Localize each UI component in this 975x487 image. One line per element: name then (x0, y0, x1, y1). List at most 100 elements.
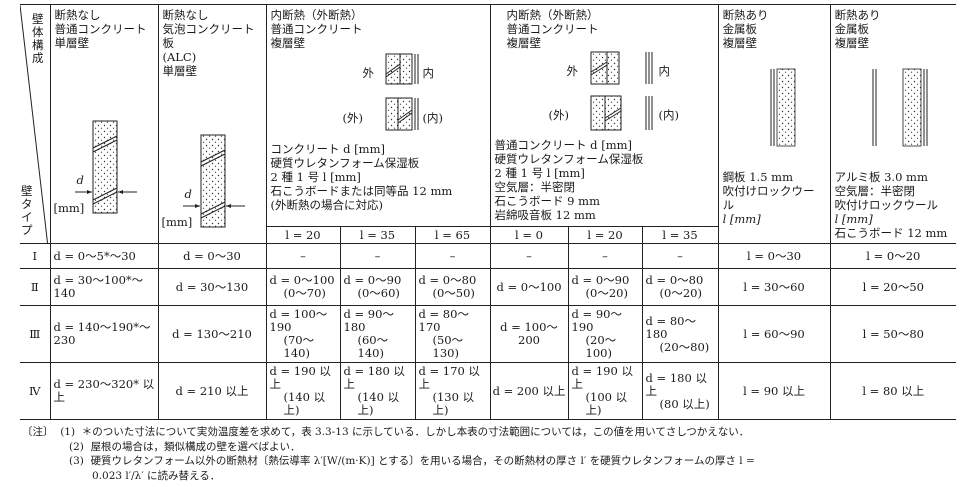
corner-bottom-label: 壁タイプ (21, 184, 33, 237)
col-title-line: 断熱なし (54, 8, 101, 22)
unit-label: [mm] (161, 215, 193, 229)
cell-subvalue: (20〜80) (659, 339, 710, 354)
note-text-continued: 0.023 l′/λ′ に読み替える． (92, 469, 221, 482)
diagonal-divider (20, 5, 50, 243)
table-cell: d = 90〜180 (60〜140) (339, 305, 416, 363)
cell-subvalue: (60〜140) (357, 333, 389, 360)
wall-type-table: 壁体構成 壁タイプ 断熱なし 普通コンクリート 単層壁 d [mm] 断熱なし … (20, 4, 957, 420)
cell-value: d = 0〜100 (496, 279, 562, 294)
col-title-line: 断熱あり (834, 8, 881, 22)
header-col-6: 断熱あり 金属板 複層壁 アルミ板 3.0 mm 空気層：半密閉 吹付けロックウ… (829, 4, 957, 244)
col-title-line: 複層壁 (834, 36, 870, 50)
col-title-line: 複層壁 (506, 36, 542, 50)
wall-type-label: Ⅱ (20, 268, 51, 306)
spec-line: l [mm] (722, 212, 761, 226)
col-title-line: 普通コンクリート (506, 22, 599, 36)
spec-line: アルミ板 3.0 mm (834, 170, 928, 184)
col-title-line: 断熱あり (722, 8, 769, 22)
sub-header: l = 20 (567, 226, 643, 244)
cell-subvalue: (100 以上) (585, 390, 628, 417)
header-col-2: 断熱なし 気泡コンクリート板 (ALC) 単層壁 d [mm] (157, 4, 267, 244)
cell-value: d = 80〜170 (418, 307, 469, 334)
col-title-line: 気泡コンクリート板 (162, 22, 255, 50)
col-title-line: 金属板 (722, 22, 758, 36)
table-cell: – (641, 243, 719, 269)
table-cell: l = 0〜20 (829, 243, 957, 269)
interior-insulation-diagram (385, 53, 418, 131)
cell-subvalue: (0〜50) (432, 286, 475, 300)
spec-line: 普通コンクリート d [mm] (494, 138, 632, 152)
corner-top-label: 壁体構成 (32, 12, 44, 65)
table-cell: d = 0〜30 (157, 243, 267, 269)
spec-line: 硬質ウレタンフォーム保湿板 (270, 156, 420, 170)
table-cell: l = 80 以上 (829, 362, 957, 420)
sub-header: l = 20 (266, 226, 341, 244)
table-cell: d = 30〜100*〜140 (49, 268, 159, 306)
cell-value: d = 190 以上 (571, 364, 633, 391)
cell-value: d = 0〜80 (418, 273, 477, 287)
spec-line: 硬質ウレタンフォーム保湿板 (494, 152, 644, 166)
spec-line: コンクリート d [mm] (270, 142, 385, 156)
table-cell: d = 90〜190 (20〜100) (567, 305, 643, 363)
spec-line: 吹付けロックウール (722, 184, 815, 212)
spec-line: 鋼板 1.5 mm (722, 170, 793, 184)
cell-value: d = 80〜180 (645, 313, 696, 341)
cell-value: d = 0〜30 (183, 248, 241, 263)
cell-value: – (526, 248, 532, 263)
cell-value: d = 170 以上 (418, 364, 480, 391)
table-cell: l = 90 以上 (717, 362, 831, 420)
table-cell: d = 0〜80 (0〜50) (414, 268, 491, 306)
inside-alt-label: (内) (422, 111, 443, 125)
sub-header: l = 35 (641, 226, 719, 244)
table-cell: l = 0〜30 (717, 243, 831, 269)
spec-line: 2 種 1 号 l [mm] (494, 166, 585, 180)
table-cell: d = 100〜200 (489, 305, 569, 363)
note-number: (1) (60, 426, 76, 438)
table-cell: – (414, 243, 491, 269)
inside-label: 内 (422, 66, 435, 80)
col-title-line: 複層壁 (722, 36, 758, 50)
table-cell: d = 140〜190*〜230 (49, 305, 159, 363)
table-cell: d = 170 以上 (130 以上) (414, 362, 491, 420)
table-cell: l = 20〜50 (829, 268, 957, 306)
inside-label: 内 (658, 64, 671, 78)
table-cell: d = 190 以上 (140 以上) (265, 362, 341, 420)
cell-value: l = 30〜60 (743, 279, 805, 294)
table-cell: d = 0〜100 (0〜70) (265, 268, 341, 306)
table-cell: d = 210 以上 (157, 362, 267, 420)
ceiling-insulation-diagram (590, 51, 653, 131)
table-cell: d = 30〜130 (157, 268, 267, 306)
alc-wall-diagram (182, 134, 245, 228)
unit-label: [mm] (53, 201, 85, 215)
col-title-line: 普通コンクリート (270, 22, 363, 36)
cell-value: – (602, 248, 608, 263)
cell-value: d = 230〜320* 以上 (53, 377, 155, 404)
cell-value: l = 90 以上 (743, 383, 806, 398)
cell-value: d = 190 以上 (269, 364, 331, 391)
cell-value: d = 180 以上 (343, 364, 405, 391)
inside-alt-label: (内) (658, 108, 680, 122)
col-title-line: 断熱なし (162, 8, 209, 22)
spec-line: 空気層：半密閉 (834, 184, 916, 198)
cell-value: d = 180 以上 (645, 370, 707, 398)
table-cell: l = 30〜60 (717, 268, 831, 306)
table-cell: d = 190 以上 (100 以上) (567, 362, 643, 420)
wall-type-label: Ⅳ (20, 362, 51, 420)
table-cell: d = 0〜80 (0〜20) (641, 268, 719, 306)
outside-alt-label: (外) (548, 108, 570, 122)
cell-value: d = 200 以上 (492, 383, 566, 398)
table-cell: d = 0〜90 (0〜60) (339, 268, 416, 306)
table-cell: – (265, 243, 341, 269)
cell-subvalue: (140 以上) (283, 390, 326, 417)
cell-subvalue: (0〜70) (283, 286, 326, 300)
outside-label: 外 (362, 66, 375, 80)
cell-value: d = 140〜190*〜230 (53, 320, 151, 347)
header-col-1: 断熱なし 普通コンクリート 単層壁 d [mm] (49, 4, 159, 244)
sub-header: l = 65 (414, 226, 491, 244)
cell-subvalue: (20〜100) (585, 333, 617, 360)
cell-value: d = 130〜210 (172, 326, 252, 341)
cell-value: d = 0〜90 (571, 273, 630, 287)
cell-subvalue: (80 以上) (659, 396, 710, 411)
